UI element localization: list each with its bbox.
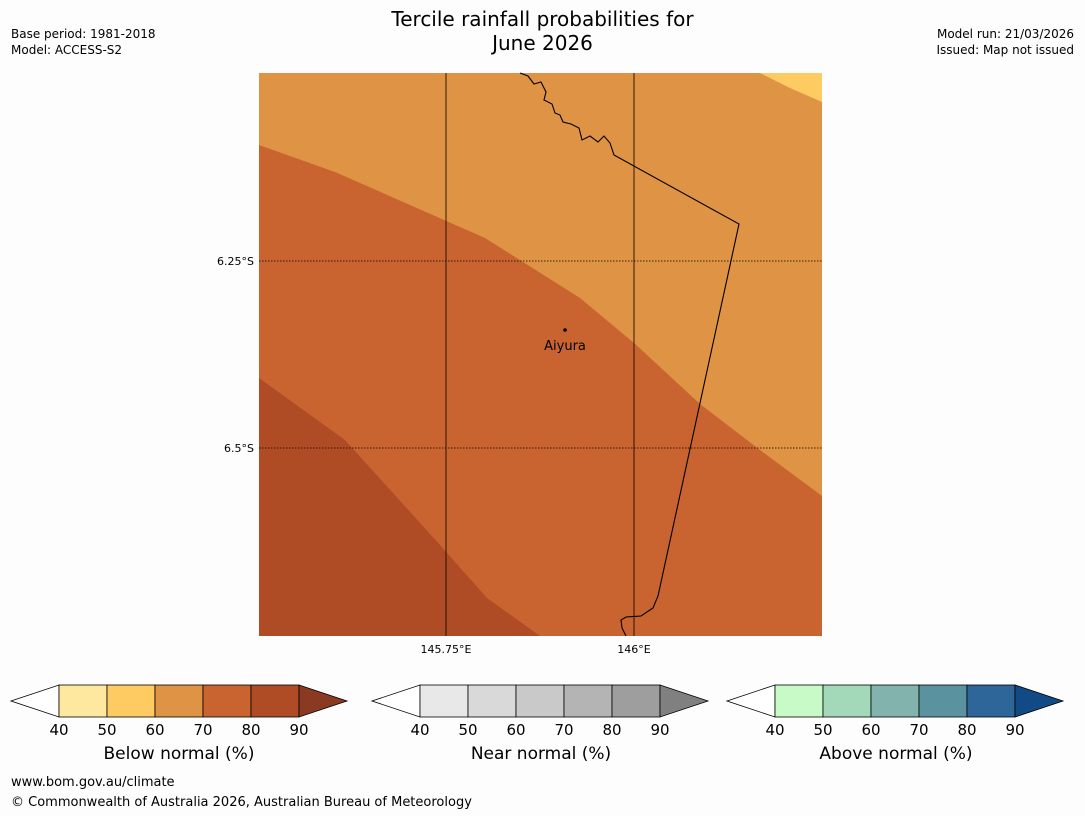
colorbar-tick-label: 60 xyxy=(506,721,525,738)
colorbar-tick-label: 60 xyxy=(145,721,164,738)
place-label: Aiyura xyxy=(544,339,586,354)
colorbar-arrow-left xyxy=(10,684,60,718)
footer-copyright: © Commonwealth of Australia 2026, Austra… xyxy=(11,795,472,810)
colorbar-tick-label: 90 xyxy=(650,721,669,738)
border-line xyxy=(519,72,740,637)
lon-label-146: 146°E xyxy=(617,643,650,656)
colorbar-tick-label: 70 xyxy=(554,721,573,738)
colorbar-segment xyxy=(966,684,1016,718)
colorbar-tick-label: 90 xyxy=(1005,721,1024,738)
colorbar-tick-label: 60 xyxy=(861,721,880,738)
colorbar-arrow-left xyxy=(371,684,421,718)
gridlines xyxy=(259,73,822,636)
colorbar-label-above: Above normal (%) xyxy=(819,744,973,764)
colorbar-tick-label: 40 xyxy=(410,721,429,738)
title-line-2: June 2026 xyxy=(492,31,593,55)
colorbar-tick-label: 80 xyxy=(241,721,260,738)
colorbar-segment xyxy=(106,684,156,718)
colorbar-tick-label: 90 xyxy=(289,721,308,738)
map-title: Tercile rainfall probabilities for June … xyxy=(0,7,1085,55)
metadata-left: Base period: 1981-2018 Model: ACCESS-S2 xyxy=(11,26,156,58)
place-marker xyxy=(563,328,567,332)
colorbar-above-normal: 40 50 60 70 80 90 xyxy=(726,684,1065,738)
colorbar-label-below: Below normal (%) xyxy=(103,744,255,764)
zone-80-90 xyxy=(259,378,540,636)
colorbar-tick-label: 50 xyxy=(458,721,477,738)
base-period: Base period: 1981-2018 xyxy=(11,27,156,41)
colorbar-segment xyxy=(467,684,517,718)
lat-label-6-5: 6.5°S xyxy=(224,442,254,455)
colorbar-segment xyxy=(870,684,920,718)
probability-fill xyxy=(259,73,822,636)
metadata-right: Model run: 21/03/2026 Issued: Map not is… xyxy=(936,26,1074,58)
title-line-1: Tercile rainfall probabilities for xyxy=(391,7,694,31)
colorbar-segment xyxy=(563,684,613,718)
colorbar-segment xyxy=(250,684,300,718)
colorbar-arrow-right xyxy=(659,684,710,718)
colorbar-tick-label: 80 xyxy=(602,721,621,738)
lon-label-145-75: 145.75°E xyxy=(421,643,472,656)
colorbar-segment xyxy=(419,684,469,718)
colorbar-tick-label: 40 xyxy=(49,721,68,738)
model-name: Model: ACCESS-S2 xyxy=(11,43,123,57)
issued-status: Issued: Map not issued xyxy=(936,43,1074,57)
colorbar-segment xyxy=(515,684,565,718)
colorbar-arrow-right xyxy=(1014,684,1065,718)
colorbar-tick-label: 70 xyxy=(909,721,928,738)
colorbar-near-normal: 40 50 60 70 80 90 xyxy=(371,684,710,738)
colorbar-arrow-left xyxy=(726,684,776,718)
lat-label-6-25: 6.25°S xyxy=(217,255,254,268)
map: Aiyura 6.25°S 6.5°S 145.75°E 146°E xyxy=(217,72,822,656)
colorbar-segment xyxy=(822,684,872,718)
colorbar-tick-label: 40 xyxy=(765,721,784,738)
colorbar-segment xyxy=(154,684,204,718)
colorbar-label-near: Near normal (%) xyxy=(470,744,612,764)
model-run: Model run: 21/03/2026 xyxy=(936,27,1074,41)
colorbar-segment xyxy=(202,684,252,718)
colorbar-segment xyxy=(774,684,824,718)
colorbar-tick-label: 70 xyxy=(193,721,212,738)
colorbar-segment xyxy=(58,684,108,718)
colorbar-segment xyxy=(611,684,661,718)
colorbar-segment xyxy=(918,684,968,718)
zone-50-60 xyxy=(760,73,822,102)
colorbar-tick-label: 50 xyxy=(813,721,832,738)
footer-url: www.bom.gov.au/climate xyxy=(11,775,175,790)
colorbar-below-normal: 40 50 60 70 80 90 xyxy=(10,684,349,738)
colorbar-tick-label: 50 xyxy=(97,721,116,738)
colorbar-arrow-right xyxy=(298,684,349,718)
colorbar-tick-label: 80 xyxy=(957,721,976,738)
